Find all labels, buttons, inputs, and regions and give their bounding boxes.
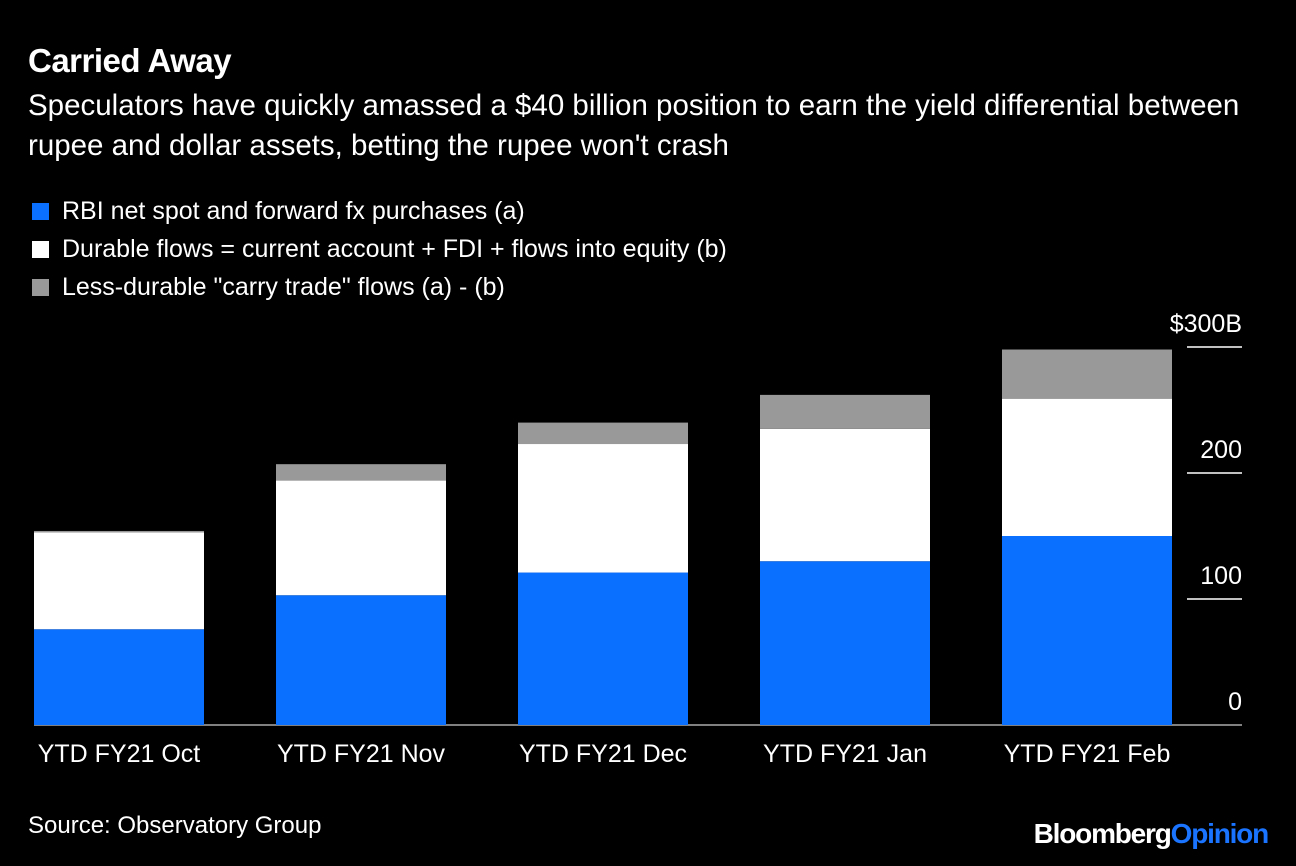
bar-segment [1002, 536, 1172, 725]
bar-segment [276, 464, 446, 481]
x-tick-label: YTD FY21 Oct [38, 740, 201, 768]
chart-title: Carried Away [28, 42, 232, 79]
chart-subtitle: Speculators have quickly amassed a $40 b… [28, 89, 1240, 162]
bar-segment [760, 394, 930, 429]
legend-label-carry: Less-durable "carry trade" flows (a) - (… [62, 272, 505, 301]
y-tick-label: 200 [1200, 436, 1242, 464]
y-tick-label: 100 [1200, 562, 1242, 590]
bar-segment [34, 530, 204, 533]
legend-swatch-carry [32, 278, 49, 296]
legend-label-rbi: RBI net spot and forward fx purchases (a… [62, 196, 525, 225]
logo-brand: Bloomberg [1033, 818, 1172, 849]
stacked-bar-chart: 0 100 200 $300B YTD FY21 Oct YTD FY21 Nov YTD … [34, 310, 1242, 768]
bar-segment [760, 428, 930, 562]
bar-segment [518, 444, 688, 573]
y-tick-label: $300B [1170, 310, 1242, 338]
legend-item-carry: Less-durable "carry trade" flows (a) - (… [32, 268, 727, 306]
bloomberg-opinion-logo: BloombergOpinion [1033, 818, 1270, 850]
legend-swatch-durable [32, 240, 49, 258]
bar-segment [760, 561, 930, 725]
bar-segment [276, 480, 446, 596]
bar-segment [1002, 349, 1172, 399]
bar-segment [276, 595, 446, 725]
logo-section: Opinion [1170, 818, 1270, 849]
bar-segment [1002, 398, 1172, 536]
x-tick-label: YTD FY21 Jan [763, 740, 927, 768]
legend-item-rbi: RBI net spot and forward fx purchases (a… [32, 192, 727, 230]
x-tick-label: YTD FY21 Dec [519, 740, 687, 768]
x-tick-label: YTD FY21 Feb [1004, 740, 1171, 768]
bar-segment [518, 572, 688, 725]
legend: RBI net spot and forward fx purchases (a… [32, 192, 727, 306]
legend-swatch-rbi [32, 202, 49, 220]
legend-item-durable: Durable flows = current account + FDI + … [32, 230, 727, 268]
bar-segment [34, 629, 204, 725]
x-tick-label: YTD FY21 Nov [277, 740, 446, 768]
legend-label-durable: Durable flows = current account + FDI + … [62, 234, 727, 263]
bar-segment [34, 532, 204, 630]
bar-segment [518, 422, 688, 445]
source-note: Source: Observatory Group [28, 812, 322, 839]
y-tick-label: 0 [1228, 688, 1242, 716]
